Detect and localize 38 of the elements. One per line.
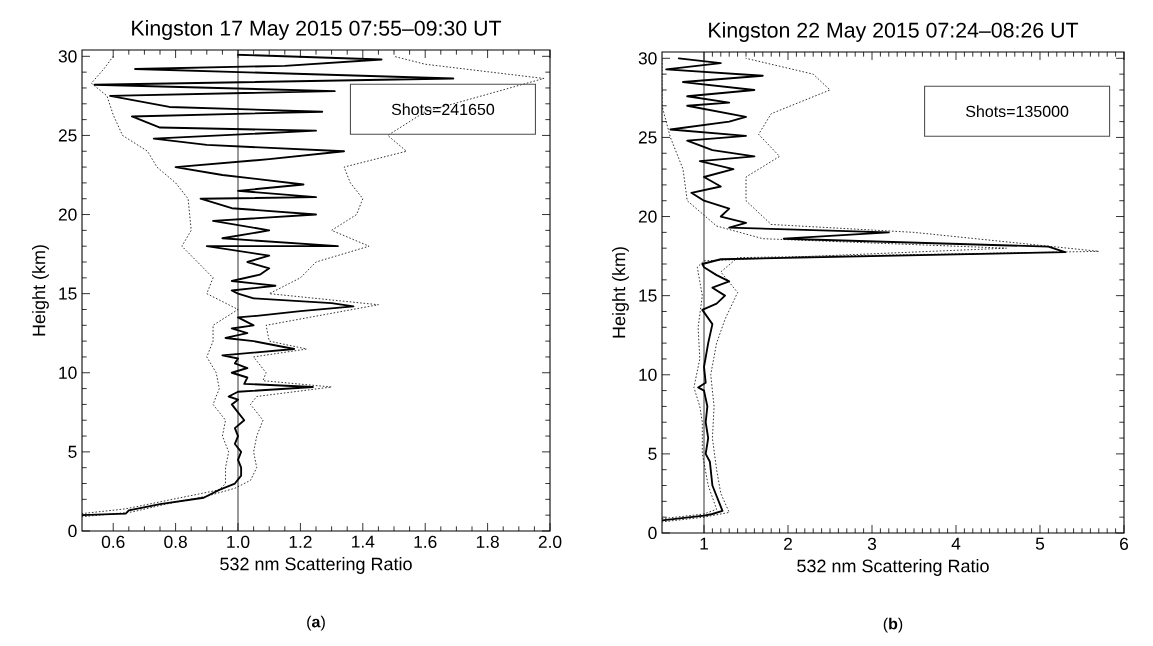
y-tick-label: 25 <box>638 131 657 144</box>
y-tick-label: 20 <box>58 208 77 221</box>
y-tick-label: 5 <box>648 447 657 460</box>
y-tick-label: 10 <box>59 366 77 379</box>
x-tick-label: 1.4 <box>352 535 375 548</box>
x-axis-title: 532 nm Scattering Ratio <box>797 559 989 576</box>
y-tick-label: 15 <box>639 289 657 302</box>
x-tick-label: 1 <box>700 537 708 550</box>
y-tick-label: 20 <box>638 210 657 223</box>
x-tick-label: 3 <box>867 537 877 550</box>
x-tick-label: 2.0 <box>538 535 562 548</box>
y-tick-label: 0 <box>68 524 77 538</box>
chart-title: Kingston 22 May 2015 07:24–08:26 UT <box>709 22 1079 42</box>
x-axis-title: 532 nm Scattering Ratio <box>220 557 412 574</box>
x-tick-label: 1.6 <box>414 535 437 548</box>
y-axis-title: Height (km) <box>32 245 49 336</box>
y-tick-label: 0 <box>648 526 657 540</box>
text: (b) <box>883 617 903 633</box>
x-tick-label: 5 <box>1035 537 1045 550</box>
chart-title: Kingston 17 May 2015 07:55–09:30 UT <box>132 20 502 40</box>
y-axis-title: Height (km) <box>612 247 629 338</box>
x-tick-label: 0.6 <box>101 535 125 548</box>
x-tick-label: 2 <box>784 537 792 550</box>
y-tick-label: 5 <box>68 445 77 458</box>
x-tick-label: 0.8 <box>164 535 187 548</box>
y-tick-label: 30 <box>58 50 77 63</box>
x-tick-label: 1.2 <box>289 535 312 548</box>
annotation: Shots=135000 <box>966 105 1069 118</box>
annotation: Shots=241650 <box>391 103 495 116</box>
x-tick-label: 1.0 <box>227 535 250 548</box>
y-tick-label: 30 <box>638 52 657 65</box>
x-tick-label: 4 <box>951 537 961 550</box>
x-tick-label: 6 <box>1120 537 1129 550</box>
y-tick-label: 15 <box>59 287 77 300</box>
x-tick-label: 1.8 <box>476 535 499 548</box>
y-tick-label: 25 <box>58 129 77 142</box>
y-tick-label: 10 <box>639 368 657 381</box>
text: (a) <box>307 615 325 631</box>
